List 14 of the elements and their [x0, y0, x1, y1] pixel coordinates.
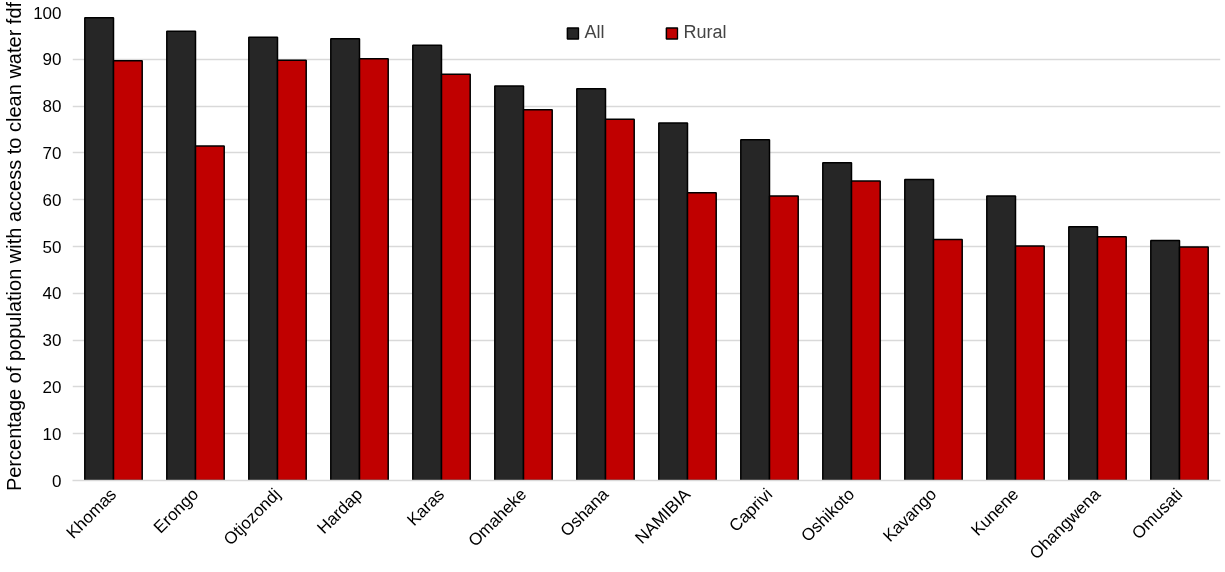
y-tick-label: 90 — [42, 50, 62, 70]
y-tick-label: 0 — [52, 471, 62, 491]
legend-label: All — [584, 22, 605, 43]
y-tick-label: 10 — [42, 424, 62, 444]
y-tick-label: 100 — [33, 3, 62, 23]
y-tick-label: 70 — [42, 143, 62, 163]
y-tick-label: 20 — [42, 377, 62, 397]
y-tick-label: 50 — [42, 237, 62, 257]
legend-label: Rural — [683, 22, 727, 43]
y-axis-title: Percentage of population with access to clean water fdf — [3, 1, 26, 492]
y-tick-label: 60 — [42, 190, 62, 210]
y-tick-label: 40 — [42, 284, 62, 304]
y-tick-label: 80 — [42, 97, 62, 117]
y-tick-label: 30 — [42, 331, 62, 351]
